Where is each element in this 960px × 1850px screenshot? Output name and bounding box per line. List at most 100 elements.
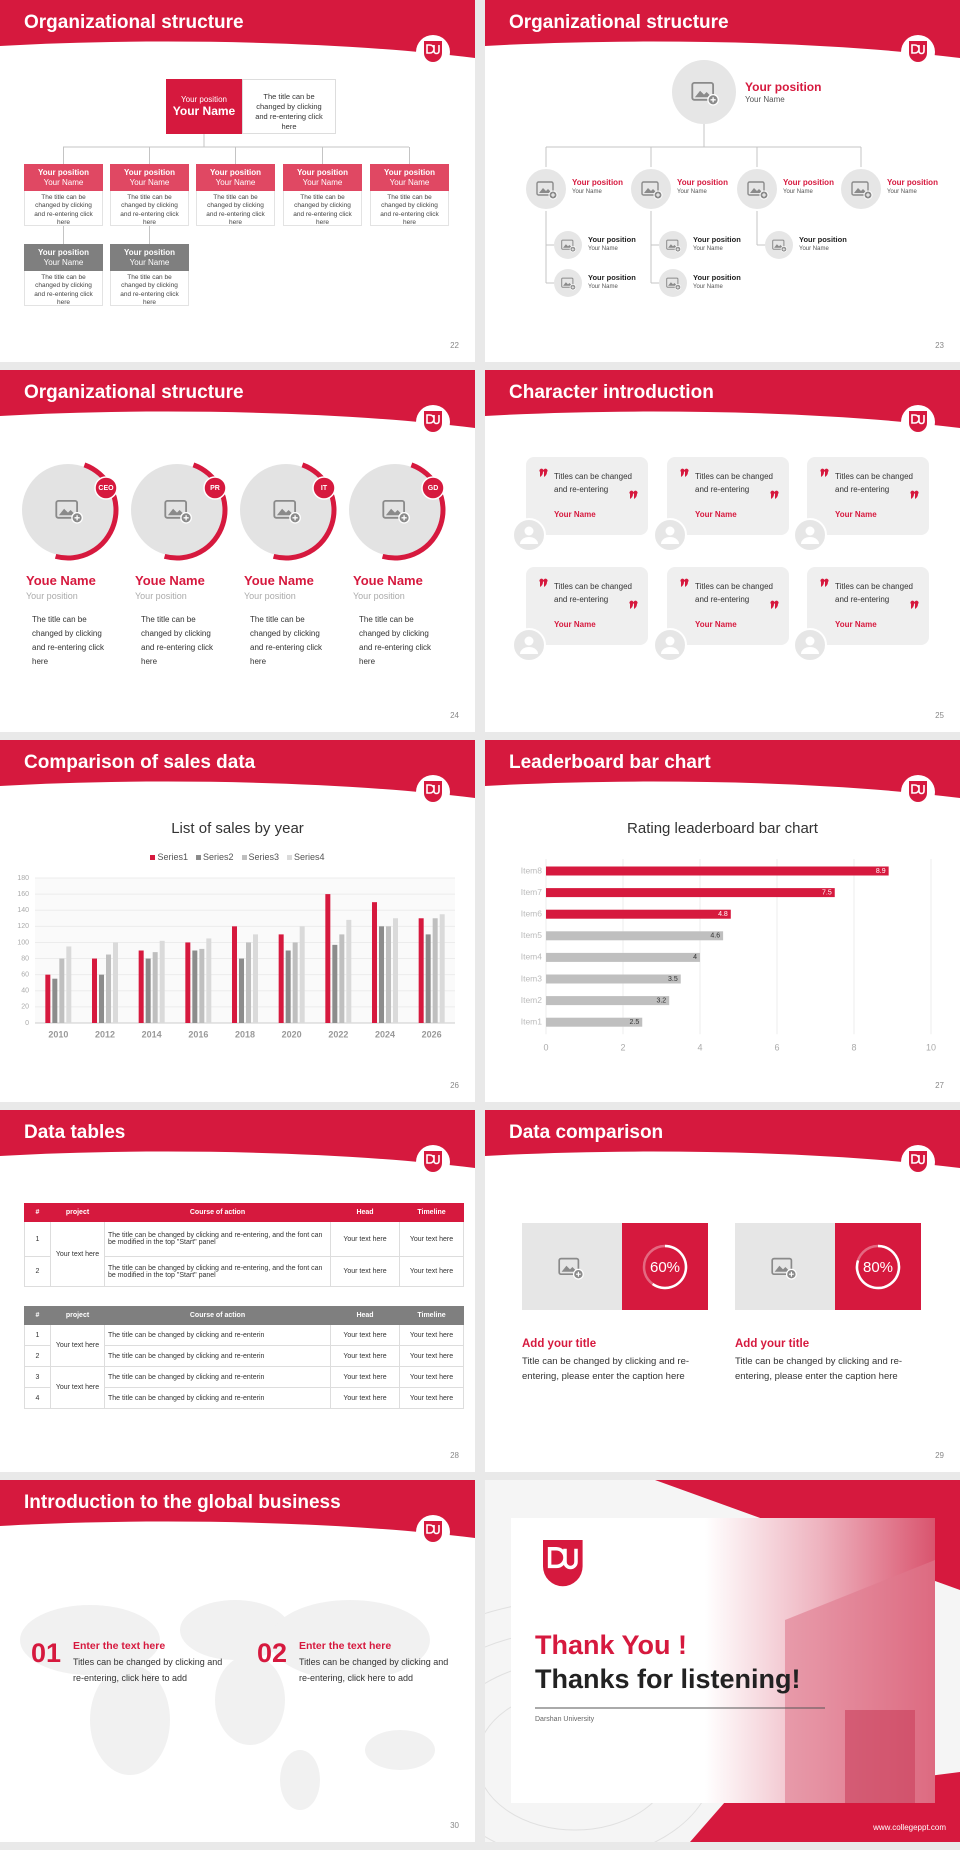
header-band bbox=[485, 1110, 960, 1168]
logo-letters bbox=[911, 44, 925, 55]
data-table: # project Course of action Head Timeline 1 You… bbox=[24, 1306, 464, 1409]
table-row: 2 The title can be changed by clicking an… bbox=[24, 1345, 464, 1367]
position-label: Your position bbox=[124, 168, 175, 177]
y-tick-label: Item6 bbox=[521, 908, 543, 918]
avatar-head bbox=[805, 526, 815, 536]
bar bbox=[145, 958, 151, 1023]
accent-arc bbox=[54, 462, 119, 561]
header-cell: Course of action bbox=[104, 1306, 331, 1325]
slide-title: Introduction to the global business bbox=[24, 1492, 341, 1513]
page-number: 25 bbox=[935, 711, 944, 720]
position-label: Your position bbox=[124, 248, 175, 257]
value-label: 4.8 bbox=[718, 911, 728, 918]
slide-title: Organizational structure bbox=[24, 382, 244, 403]
image-icon-plus-sign bbox=[676, 285, 680, 289]
position-label: Your position bbox=[210, 168, 261, 177]
x-tick-label: 6 bbox=[774, 1043, 779, 1053]
image-box bbox=[522, 1223, 622, 1310]
quote-text: Titles can be changed and re-entering bbox=[835, 582, 913, 604]
legend-label: Series3 bbox=[248, 852, 280, 862]
y-tick-label: 160 bbox=[17, 891, 29, 898]
table-cell: 2 bbox=[24, 1256, 51, 1287]
map-shape bbox=[90, 1665, 170, 1775]
table-cell: Your text here bbox=[330, 1324, 400, 1346]
x-tick-label: 2012 bbox=[95, 1029, 115, 1039]
value-label: 8.9 bbox=[876, 868, 886, 875]
bar bbox=[325, 894, 331, 1023]
table-cell: 3 bbox=[24, 1366, 51, 1388]
bar bbox=[92, 958, 97, 1023]
logo-letters bbox=[911, 1154, 925, 1165]
position-box: Your position Your Name bbox=[24, 244, 103, 271]
x-tick-label: 8 bbox=[851, 1043, 856, 1053]
image-icon-mountain bbox=[774, 244, 784, 248]
value-label: 3.5 bbox=[668, 976, 678, 983]
quote-mark bbox=[820, 578, 829, 587]
person-name: Youe Name bbox=[26, 573, 96, 588]
organization: Darshan University bbox=[535, 1716, 595, 1723]
quote-card bbox=[526, 457, 648, 535]
tag-label: PR bbox=[210, 485, 220, 492]
slide: CEO PR IT GD Organizational structure 24 Youe … bbox=[0, 370, 475, 732]
y-tick-label: Item5 bbox=[521, 930, 543, 940]
description-box: The title can be changed by clicking and… bbox=[24, 191, 103, 226]
person-text: The title can be changed by clicking and… bbox=[32, 615, 105, 666]
bar bbox=[199, 948, 205, 1023]
accent-arc bbox=[272, 462, 337, 561]
bar bbox=[206, 938, 212, 1023]
table-cell: 2 bbox=[24, 1345, 51, 1367]
legend: Series1 Series2 Series3 Series4 bbox=[0, 852, 475, 862]
bar bbox=[546, 952, 700, 962]
tag-badge bbox=[94, 476, 118, 500]
table-cell: Your text here bbox=[50, 1366, 105, 1409]
table-cell: Your text here bbox=[330, 1387, 400, 1409]
bar bbox=[59, 958, 65, 1023]
table-cell: The title can be changed by clicking and… bbox=[104, 1345, 331, 1367]
avatar-circle bbox=[672, 60, 736, 124]
avatar-head bbox=[524, 636, 534, 646]
image-icon-plus-sign bbox=[571, 285, 575, 289]
legend-swatch bbox=[195, 854, 201, 860]
bar bbox=[232, 926, 237, 1023]
image-icon bbox=[666, 239, 679, 250]
table-cell: Your text here bbox=[399, 1345, 464, 1367]
page-number: 22 bbox=[450, 341, 459, 350]
bar bbox=[439, 914, 445, 1023]
image-icon-mountain bbox=[561, 1265, 578, 1272]
bar bbox=[546, 1017, 643, 1027]
tag-label: GD bbox=[428, 485, 439, 492]
quote-card bbox=[807, 457, 929, 535]
bar bbox=[372, 902, 377, 1023]
header-cell: # bbox=[24, 1306, 51, 1325]
y-tick-label: 180 bbox=[17, 875, 29, 882]
bar bbox=[425, 934, 431, 1023]
plot-background bbox=[35, 878, 455, 1023]
avatar-circle bbox=[554, 231, 582, 259]
image-icon-mountain bbox=[774, 1265, 791, 1272]
header-cell: Head bbox=[330, 1203, 400, 1222]
position-label: Your position bbox=[693, 235, 741, 244]
page-number: 29 bbox=[935, 1451, 944, 1460]
bar bbox=[278, 934, 284, 1023]
quote-text: Titles can be changed and re-entering bbox=[554, 582, 632, 604]
image-icon-plus-sign bbox=[292, 515, 298, 521]
slide: Thank You ! Thanks for listening! Darshan … bbox=[485, 1480, 960, 1842]
value-label: 7.5 bbox=[822, 889, 832, 896]
item-title: Add your title bbox=[522, 1338, 597, 1350]
item-text: Title can be changed by clicking and re-… bbox=[735, 1356, 903, 1382]
image-icon bbox=[164, 499, 188, 519]
quote-mark bbox=[770, 490, 779, 499]
position-label: Your position bbox=[783, 178, 834, 187]
image-icon-plus-sign bbox=[183, 515, 189, 521]
legend-swatch bbox=[241, 854, 247, 860]
description-box: The title can be changed by clicking and… bbox=[110, 191, 189, 226]
position-box: Your position Your Name bbox=[24, 164, 103, 191]
logo-letters bbox=[426, 1154, 440, 1165]
avatar-head bbox=[524, 526, 534, 536]
position-label: Your position bbox=[677, 178, 728, 187]
position-label: Your position bbox=[745, 80, 822, 94]
position-label: Your position bbox=[588, 273, 636, 282]
image-icon bbox=[772, 239, 785, 250]
y-tick-label: 20 bbox=[21, 1004, 29, 1011]
quote-mark bbox=[629, 490, 638, 499]
